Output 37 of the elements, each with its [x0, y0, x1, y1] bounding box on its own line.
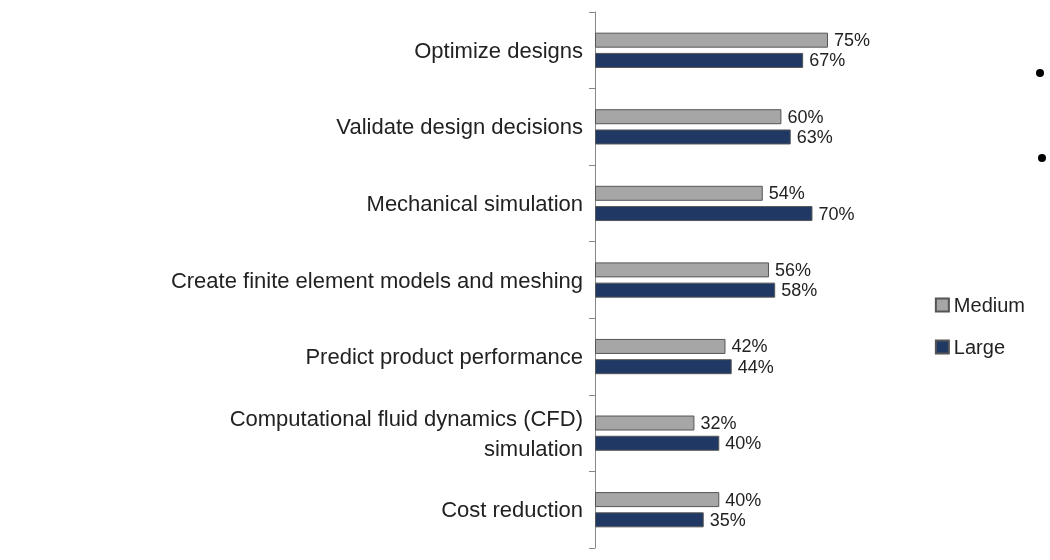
data-label: 67%	[809, 50, 846, 71]
bar	[595, 129, 791, 145]
data-label: 54%	[768, 183, 805, 204]
bar	[595, 282, 776, 298]
y-tick-label: Create finite element models and meshing	[170, 267, 583, 293]
bar	[595, 32, 828, 48]
bar	[595, 262, 769, 278]
legend-label: Large	[953, 336, 1006, 358]
data-label: 60%	[787, 106, 824, 127]
bar	[595, 492, 720, 508]
y-tick-label: Computational fluid dynamics (CFD) simulation	[229, 405, 583, 461]
bar	[595, 109, 782, 125]
data-label: 63%	[796, 126, 833, 147]
data-label: 58%	[781, 280, 818, 301]
y-tick-label: Cost reduction	[441, 497, 583, 523]
bar	[595, 512, 704, 528]
y-tick-label: Predict product performance	[305, 344, 583, 370]
bar	[595, 415, 695, 431]
data-label: 42%	[731, 336, 768, 357]
bar	[595, 435, 720, 451]
y-tick-label: Optimize designs	[414, 37, 583, 63]
data-label: 32%	[700, 413, 737, 434]
data-label: 56%	[774, 259, 811, 280]
bar	[595, 338, 726, 354]
data-label: 75%	[834, 30, 871, 51]
bar	[595, 52, 804, 68]
data-label: 40%	[725, 489, 762, 510]
bar	[595, 185, 763, 201]
data-label: 35%	[709, 509, 746, 530]
bar	[595, 206, 813, 222]
legend-label: Medium	[953, 294, 1026, 316]
data-label: 70%	[818, 203, 855, 224]
data-label: 44%	[737, 356, 774, 377]
y-tick-label: Validate design decisions	[336, 114, 583, 140]
bar	[595, 359, 732, 375]
y-tick-label: Mechanical simulation	[366, 190, 583, 216]
data-label: 40%	[725, 433, 762, 454]
